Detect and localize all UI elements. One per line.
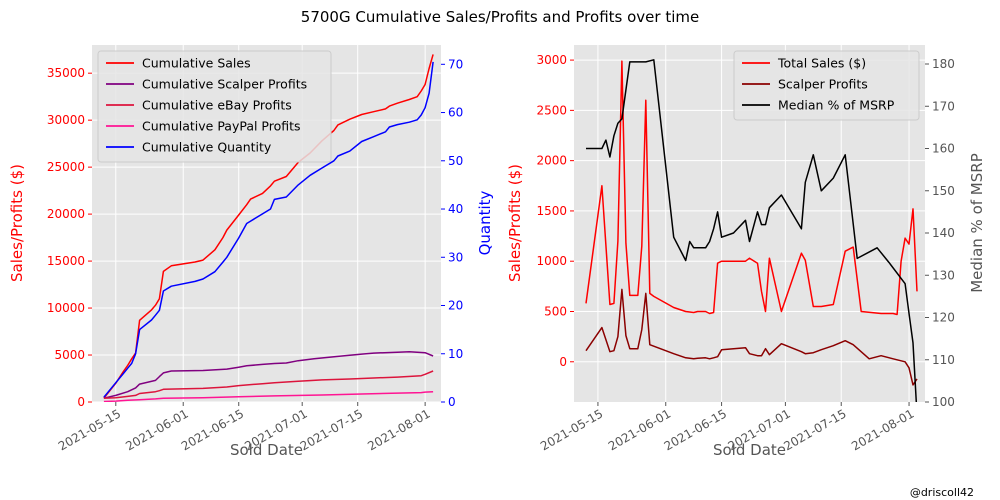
y-right-axis-label: Median % of MSRP (968, 153, 986, 293)
y-right-tick-label: 150 (932, 184, 955, 198)
legend-label-cumulative-ebay-profits: Cumulative eBay Profits (142, 98, 292, 113)
x-axis-label: Sold Date (230, 441, 303, 459)
series-line-cumulative-paypal-profits (103, 390, 434, 402)
figure-title: 5700G Cumulative Sales/Profits and Profi… (301, 8, 699, 26)
series-line-median-of-msrp (586, 59, 918, 402)
legend-box (97, 50, 332, 163)
x-tick-label: 2021-05-15 (538, 406, 605, 453)
y-right-tick-label: 50 (448, 154, 463, 168)
series-line-total-sales (585, 60, 918, 316)
y-right-tick-label: 0 (448, 395, 456, 409)
series-line-cumulative-ebay-profits (103, 370, 434, 399)
y-right-tick-label: 120 (932, 311, 955, 325)
y-tick-label: 2000 (536, 154, 567, 168)
chart-cumulative: 2021-05-15 2021-06-012021-06-152021-07-01… (8, 45, 494, 459)
legend-label-cumulative-sales: Cumulative Sales (142, 56, 251, 71)
y-right-tick-label: 170 (932, 99, 955, 113)
legend: Total Sales ($) Scalper Profits Median % o… (733, 50, 920, 121)
y-tick-label: 2500 (536, 103, 567, 117)
x-tick-label: 2021-07-15 (781, 406, 848, 453)
y-tick-label: 1500 (536, 204, 567, 218)
legend-label-total-sales: Total Sales ($) (777, 56, 866, 71)
y-tick-label: 1000 (536, 254, 567, 268)
chart-sales-profits: 2021-05-15 2021-06-012021-06-152021-07-01… (506, 45, 986, 459)
y-tick-label: 500 (544, 304, 567, 318)
legend-label-median-of-msrp: Median % of MSRP (778, 98, 895, 113)
credit-text: @driscoll42 (910, 486, 974, 499)
y-tick-label: 3000 (536, 53, 567, 67)
x-tick-label: 2021-08-01 (849, 406, 916, 453)
y-right-tick-label: 40 (448, 202, 463, 216)
x-tick-label: 2021-08-01 (365, 406, 432, 453)
y-right-tick-label: 20 (448, 299, 463, 313)
y-tick-label: 0 (559, 355, 567, 369)
series-line-cumulative-scalper-profits (103, 350, 434, 399)
y-tick-label: 30000 (47, 113, 85, 127)
y-right-tick-label: 180 (932, 57, 955, 71)
series-line-cumulative-sales (103, 54, 434, 399)
legend-label-cumulative-quantity: Cumulative Quantity (142, 140, 272, 155)
series-line-scalper-profits (585, 288, 918, 386)
y-right-tick-label: 110 (932, 353, 955, 367)
y-right-tick-label: 60 (448, 106, 463, 120)
y-right-tick-label: 70 (448, 57, 463, 71)
y-tick-label: 10000 (47, 301, 85, 315)
y-right-tick-label: 10 (448, 347, 463, 361)
x-axis-label: Sold Date (713, 441, 786, 459)
y-right-axis-label: Quantity (476, 190, 494, 255)
legend-label-scalper-profits: Scalper Profits (778, 77, 868, 92)
y-right-tick-label: 160 (932, 142, 955, 156)
y-tick-label: 35000 (47, 66, 85, 80)
legend-label-cumulative-scalper-profits: Cumulative Scalper Profits (142, 77, 307, 92)
y-right-tick-label: 30 (448, 250, 463, 264)
x-tick-label: 2021-07-15 (298, 406, 365, 453)
y-axis-label: Sales/Profits ($) (506, 164, 524, 282)
y-tick-label: 0 (77, 395, 85, 409)
series-line-cumulative-quantity (103, 61, 434, 398)
x-tick-label: 2021-05-15 (56, 406, 123, 453)
y-tick-label: 15000 (47, 254, 85, 268)
legend-box (733, 50, 920, 121)
y-right-tick-label: 130 (932, 268, 955, 282)
y-right-tick-label: 140 (932, 226, 955, 240)
x-tick-label: 2021-06-01 (123, 406, 190, 453)
legend: Cumulative Sales Cumulative Scalper Profi… (97, 50, 332, 163)
y-tick-label: 25000 (47, 160, 85, 174)
y-axis-label: Sales/Profits ($) (8, 164, 26, 282)
y-tick-label: 20000 (47, 207, 85, 221)
legend-label-cumulative-paypal-profits: Cumulative PayPal Profits (142, 119, 301, 134)
x-tick-label: 2021-06-01 (606, 406, 673, 453)
y-right-tick-label: 100 (932, 395, 955, 409)
y-tick-label: 5000 (54, 348, 85, 362)
